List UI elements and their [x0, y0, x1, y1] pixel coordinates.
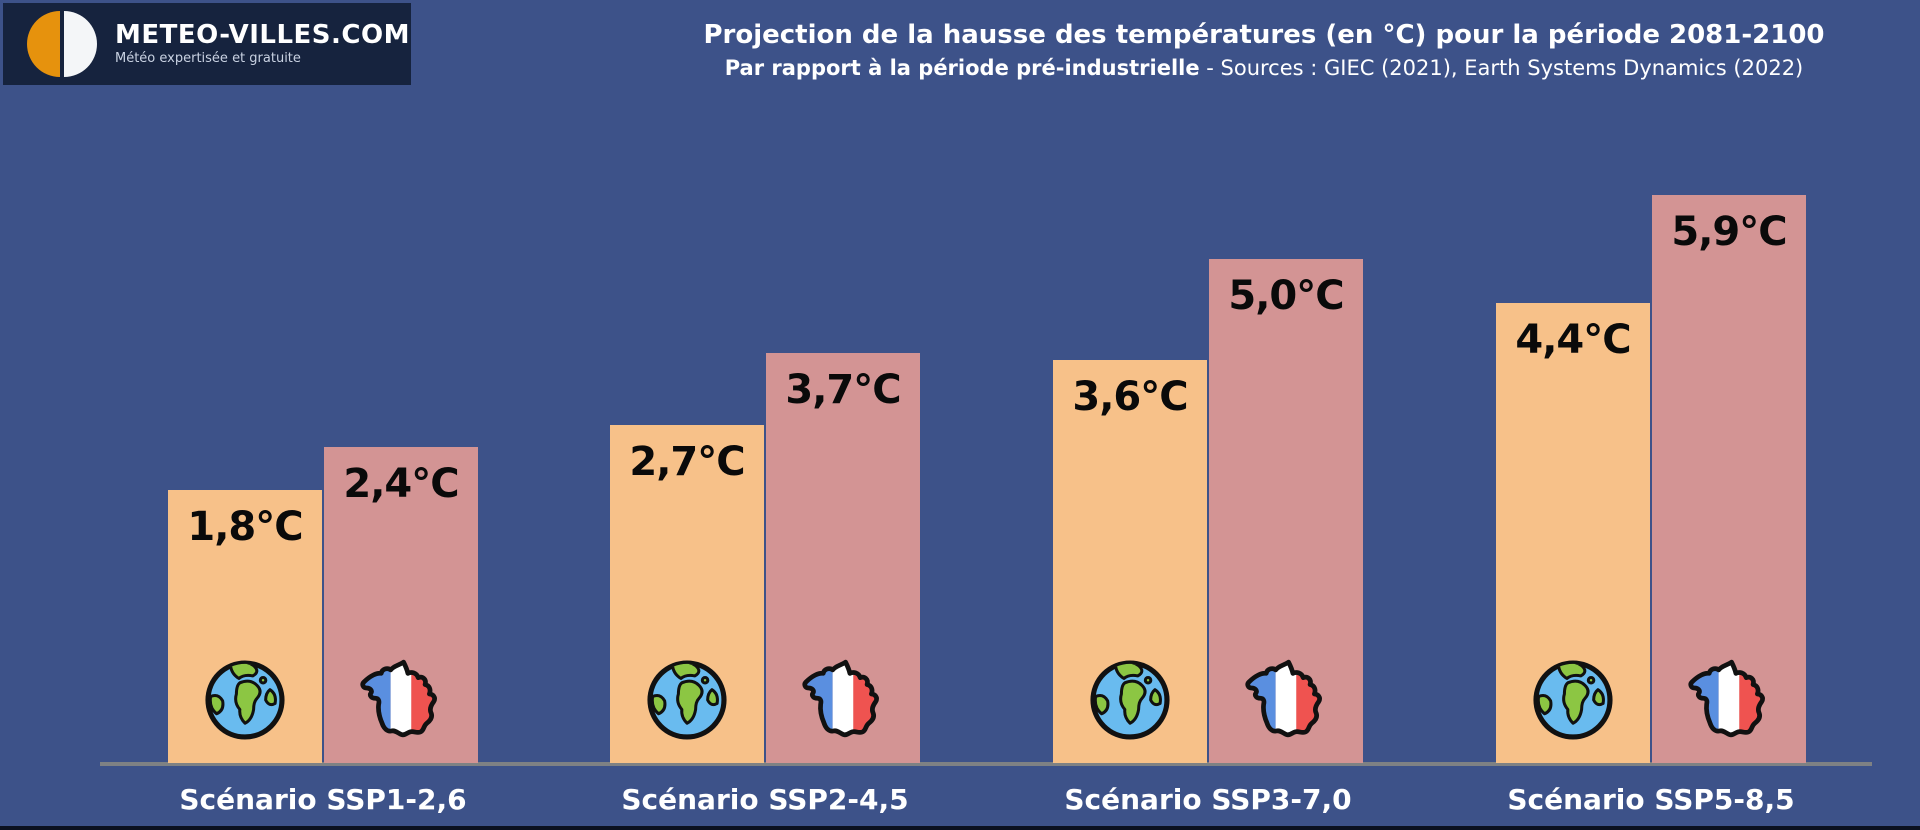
globe-icon [644, 657, 730, 743]
bottom-border [0, 826, 1920, 830]
bar-value-world: 3,6°C [1072, 374, 1188, 420]
scenario-group-4: 4,4°C 5,9°C [1496, 195, 1806, 816]
bar-france: 3,7°C [766, 353, 920, 763]
x-axis-line [100, 762, 1872, 766]
meteo-villes-logo: METEO-VILLES.COM Météo expertisée et gra… [3, 3, 411, 85]
chart-title: Projection de la hausse des températures… [703, 20, 1825, 50]
logo-text: METEO-VILLES.COM Météo expertisée et gra… [115, 20, 410, 67]
globe-icon [202, 657, 288, 743]
scenario-group-2: 2,7°C 3,7°C [610, 353, 920, 816]
bar-value-world: 1,8°C [187, 504, 303, 550]
bar-world: 3,6°C [1053, 360, 1207, 763]
bar-world: 4,4°C [1496, 303, 1650, 763]
globe-icon [1530, 657, 1616, 743]
chart-titles: Projection de la hausse des températures… [620, 20, 1908, 80]
france-map-icon [800, 657, 886, 743]
bar-value-world: 4,4°C [1515, 317, 1631, 363]
bar-value-france: 2,4°C [343, 461, 459, 507]
chart-subtitle-bold: Par rapport à la période pré-industriell… [724, 56, 1200, 80]
scenario-label: Scénario SSP2-4,5 [621, 783, 909, 816]
scenario-group-1: 1,8°C 2,4°C [168, 447, 478, 816]
brand-tagline: Météo expertisée et gratuite [115, 51, 301, 67]
chart-subtitle: Par rapport à la période pré-industriell… [620, 56, 1908, 80]
bar-value-world: 2,7°C [629, 439, 745, 485]
bar-world: 1,8°C [168, 490, 322, 763]
bar-france: 5,9°C [1652, 195, 1806, 763]
france-map-icon [1686, 657, 1772, 743]
france-map-icon [1243, 657, 1329, 743]
bar-value-france: 3,7°C [785, 367, 901, 413]
logo-circle-icon [27, 11, 97, 77]
bar-value-france: 5,0°C [1228, 273, 1344, 319]
scenario-label: Scénario SSP5-8,5 [1507, 783, 1795, 816]
scenario-label: Scénario SSP3-7,0 [1064, 783, 1352, 816]
bar-value-france: 5,9°C [1671, 209, 1787, 255]
scenario-group-3: 3,6°C 5,0°C [1053, 259, 1363, 816]
scenario-label: Scénario SSP1-2,6 [179, 783, 467, 816]
bar-france: 2,4°C [324, 447, 478, 763]
france-map-icon [358, 657, 444, 743]
globe-icon [1087, 657, 1173, 743]
chart-subtitle-sources: - Sources : GIEC (2021), Earth Systems D… [1199, 56, 1804, 80]
brand-name: METEO-VILLES.COM [115, 20, 410, 51]
bar-world: 2,7°C [610, 425, 764, 763]
bar-france: 5,0°C [1209, 259, 1363, 763]
